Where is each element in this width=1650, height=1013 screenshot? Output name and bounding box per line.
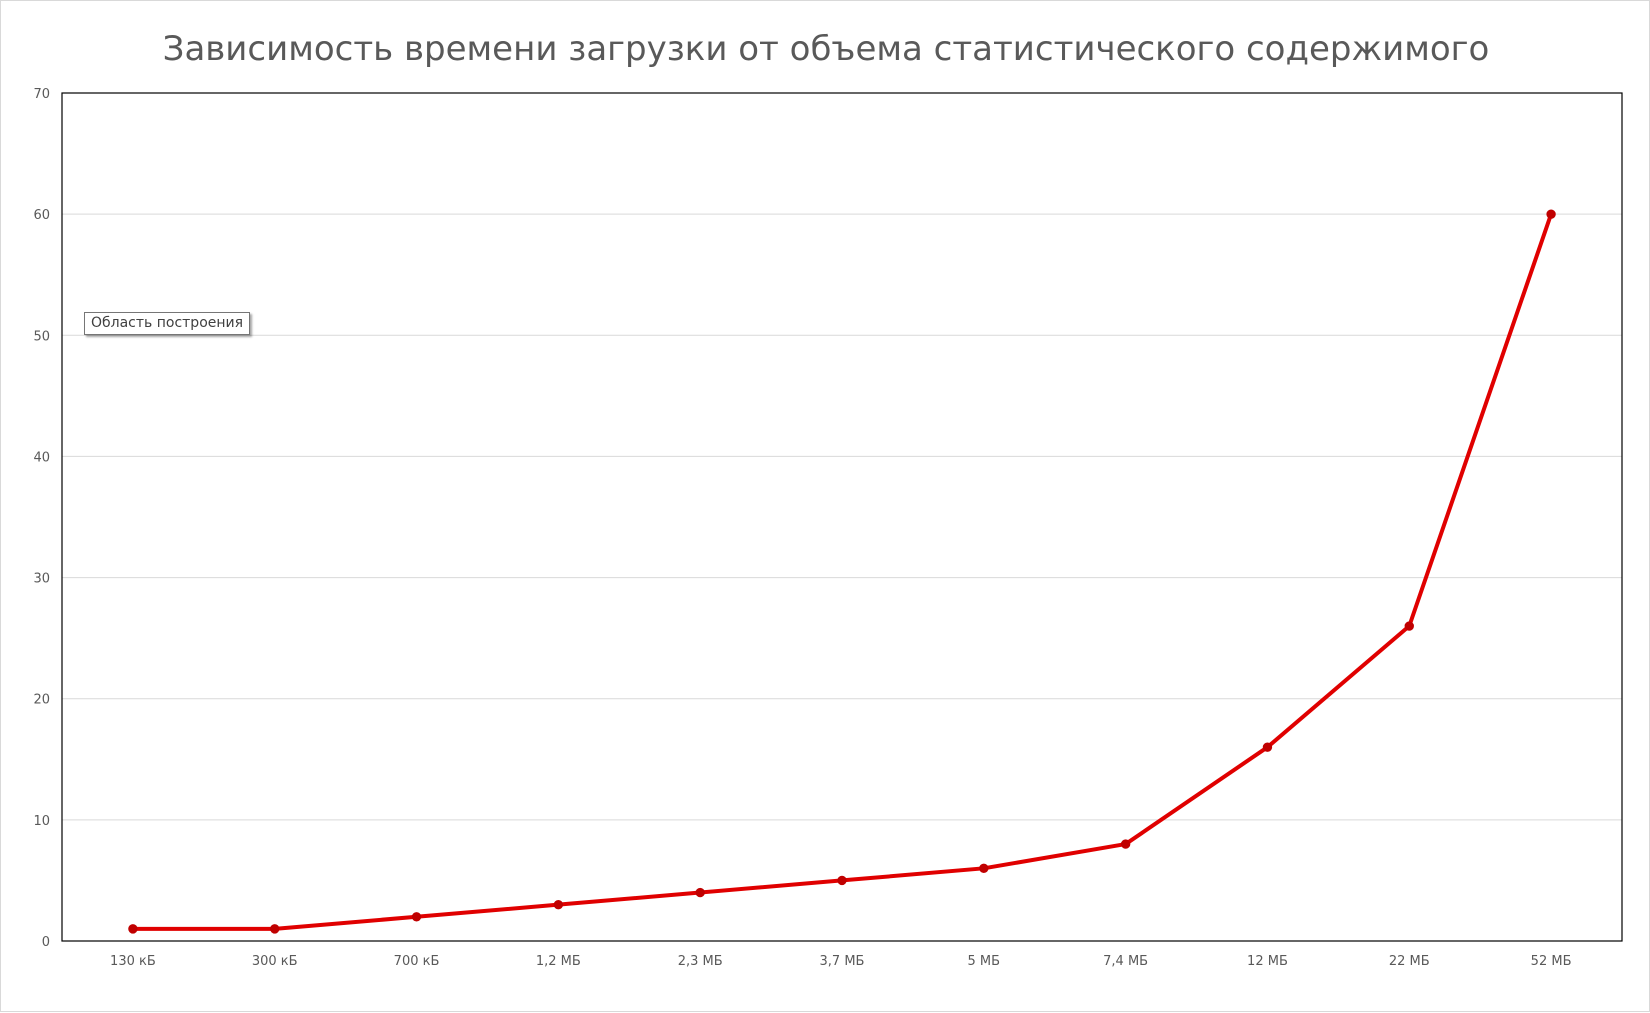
x-tick-label: 130 кБ	[110, 954, 156, 969]
x-tick-label: 52 МБ	[1531, 954, 1572, 969]
data-point[interactable]	[837, 875, 847, 886]
x-tick-label: 7,4 МБ	[1103, 954, 1148, 969]
data-point[interactable]	[1404, 621, 1414, 631]
data-point[interactable]	[128, 924, 138, 934]
plot-border	[61, 92, 1623, 942]
y-tick-label: 70	[33, 87, 50, 102]
data-point[interactable]	[1262, 742, 1273, 752]
y-axis-tick-labels: 0 10 20 30 40 50 60 70	[33, 87, 50, 950]
gridlines	[62, 213, 1622, 821]
x-tick-label: 700 кБ	[394, 954, 440, 969]
series-layer	[128, 209, 1556, 934]
x-tick-label: 5 МБ	[968, 954, 1001, 969]
plot-area-tooltip: Область построения	[84, 312, 251, 335]
y-tick-label: 50	[33, 329, 50, 344]
y-tick-label: 20	[33, 693, 50, 708]
y-tick-label: 0	[42, 935, 50, 950]
x-tick-label: 2,3 МБ	[678, 954, 723, 969]
data-point[interactable]	[411, 912, 422, 922]
y-tick-label: 30	[33, 572, 50, 587]
x-tick-label: 300 кБ	[252, 954, 298, 969]
series-line[interactable]	[130, 212, 1554, 931]
data-point[interactable]	[553, 899, 564, 910]
chart-title: Зависимость времени загрузки от объема с…	[162, 29, 1490, 69]
x-tick-label: 12 МБ	[1247, 954, 1288, 969]
y-tick-label: 40	[33, 450, 50, 465]
data-point[interactable]	[270, 924, 280, 934]
data-point[interactable]	[979, 863, 989, 874]
y-tick-label: 60	[33, 208, 50, 223]
x-tick-label: 22 МБ	[1389, 954, 1430, 969]
data-point[interactable]	[1546, 209, 1556, 219]
x-tick-label: 1,2 МБ	[536, 954, 581, 969]
y-tick-label: 10	[33, 814, 50, 829]
x-axis-tick-labels: 130 кБ 300 кБ 700 кБ 1,2 МБ 2,3 МБ 3,7 МБ 5 МБ…	[110, 954, 1571, 969]
data-point[interactable]	[695, 887, 705, 898]
x-tick-label: 3,7 МБ	[820, 954, 865, 969]
data-point[interactable]	[1120, 839, 1131, 849]
